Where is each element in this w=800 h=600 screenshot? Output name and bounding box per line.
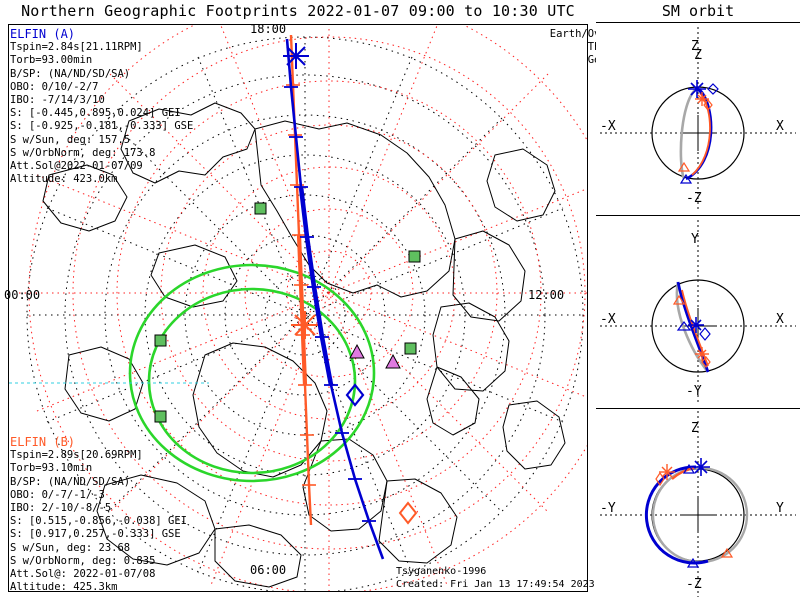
- probe-b-end-asterisk: [291, 311, 319, 339]
- auroral-oval-outer: [128, 263, 376, 483]
- sm2-label-left: -X: [600, 312, 616, 327]
- credits-block: Tsyganenko-1996 Created: Fri Jan 13 17:4…: [396, 566, 595, 591]
- probe-a-name: ELFIN (A): [10, 27, 76, 41]
- vlf-stations: [154, 202, 421, 423]
- sm-panel-xy: Y -Y -X X: [596, 215, 800, 408]
- probe-b-science-segment: [296, 234, 308, 386]
- probe-b-line-2: B/SP: (NA/ND/SD/SA): [10, 475, 131, 488]
- mag-lon-spokes: [19, 25, 587, 591]
- coastlines: [42, 102, 566, 588]
- probe-a-line-3: OBO: 0/10/-2/7: [10, 80, 99, 93]
- sm-plot-xz: Z: [600, 27, 796, 212]
- sm-orbit-title: SM orbit: [661, 2, 735, 20]
- probe-b-line-3: OBO: 0/-7/-1/-3: [10, 488, 105, 501]
- auroral-oval-inner: [147, 287, 357, 475]
- sm2-label-right: X: [776, 312, 784, 327]
- clock-label-bottom: 06:00: [250, 563, 287, 577]
- probe-a-line-5: S: [-0.445,0.895,0.024] GEI: [10, 107, 181, 120]
- probe-b-ticks: [286, 84, 316, 486]
- probe-b-line-7: S w/Sun, deg: 23.68: [10, 541, 131, 554]
- probe-b-line-1: Torb=93.10min: [10, 462, 93, 475]
- sm1-label-right: X: [776, 119, 784, 134]
- probe-a-line-6: S: [-0.925,-0.181,-0.333] GSE: [10, 120, 194, 133]
- probe-a-end-asterisk: [283, 43, 309, 69]
- probe-a-start-diamond: [345, 383, 365, 407]
- probe-a-line-7: S w/Sun, deg: 157.5: [10, 133, 131, 146]
- model-name: Tsyganenko-1996: [396, 566, 487, 577]
- northern-footprint-map: [8, 24, 588, 592]
- sm1-label-left: -X: [600, 119, 616, 134]
- sm1-label-bottom: -Z: [686, 191, 702, 206]
- map-canvas: [9, 25, 587, 591]
- probe-a-line-8: S w/OrbNorm, deg: 173.8: [10, 146, 156, 159]
- probe-b-line-9: Att.Sol@: 2022-01-07/08: [10, 568, 156, 581]
- sm2-label-top: Y: [691, 232, 699, 247]
- probe-a-line-2: B/SP: (NA/ND/SD/SA): [10, 67, 131, 80]
- eiscat-sites: [349, 343, 401, 369]
- sm2-label-bottom: -Y: [686, 384, 702, 399]
- probe-a-line-0: Tspin=2.84s[21.11RPM]: [10, 41, 143, 54]
- sm-plot-xy: [600, 220, 796, 405]
- probe-a-line-10: Altitude: 423.0km: [10, 173, 118, 186]
- probe-b-info-block: ELFIN (B) Tspin=2.89s[20.69RPM] Torb=93.…: [10, 435, 188, 594]
- sm3-label-right: Y: [776, 501, 784, 516]
- probe-b-line-0: Tspin=2.89s[20.69RPM]: [10, 449, 143, 462]
- probe-b-line-8: S w/OrbNorm, deg: 0.835: [10, 554, 156, 567]
- probe-a-line-9: Att.Sol@2022-01-07/09: [10, 160, 143, 173]
- probe-b-line-6: S: [0.917,0.257,-0.333] GSE: [10, 528, 181, 541]
- sm3-label-left: -Y: [600, 501, 616, 516]
- svg-text:Z: Z: [694, 48, 702, 63]
- clock-label-right: 12:00: [528, 288, 565, 302]
- probe-b-line-4: IBO: 2/-10/-8/-5: [10, 502, 112, 515]
- sm3-label-top: Z: [691, 421, 699, 436]
- created-timestamp: Created: Fri Jan 13 17:49:54 2023: [396, 578, 595, 590]
- sm-panel-yz: Z -Z -Y Y: [596, 408, 800, 600]
- probe-a-line-4: IBO: -7/14/3/10: [10, 94, 105, 107]
- clock-label-top: 18:00: [250, 22, 287, 36]
- probe-a-info-block: ELFIN (A) Tspin=2.84s[21.11RPM] Torb=93.…: [10, 27, 194, 186]
- probe-b-line-10: Altitude: 425.3km: [10, 581, 118, 594]
- probe-b-name: ELFIN (B): [10, 435, 76, 449]
- sm-plot-yz: [600, 411, 796, 597]
- clock-label-left: 00:00: [4, 288, 41, 302]
- probe-a-line-1: Torb=93.00min: [10, 54, 93, 67]
- sm3-label-bottom: -Z: [686, 577, 702, 592]
- sm-panel-xz: Z Z -Z -X X: [596, 22, 800, 215]
- probe-b-start-diamond: [398, 501, 418, 525]
- probe-b-line-5: S: [0.515,-0.856,-0.038] GEI: [10, 515, 188, 528]
- page-title: Northern Geographic Footprints 2022-01-0…: [21, 2, 575, 20]
- sm1-label-top: Z: [691, 39, 699, 54]
- probe-a-ticks: [284, 86, 376, 522]
